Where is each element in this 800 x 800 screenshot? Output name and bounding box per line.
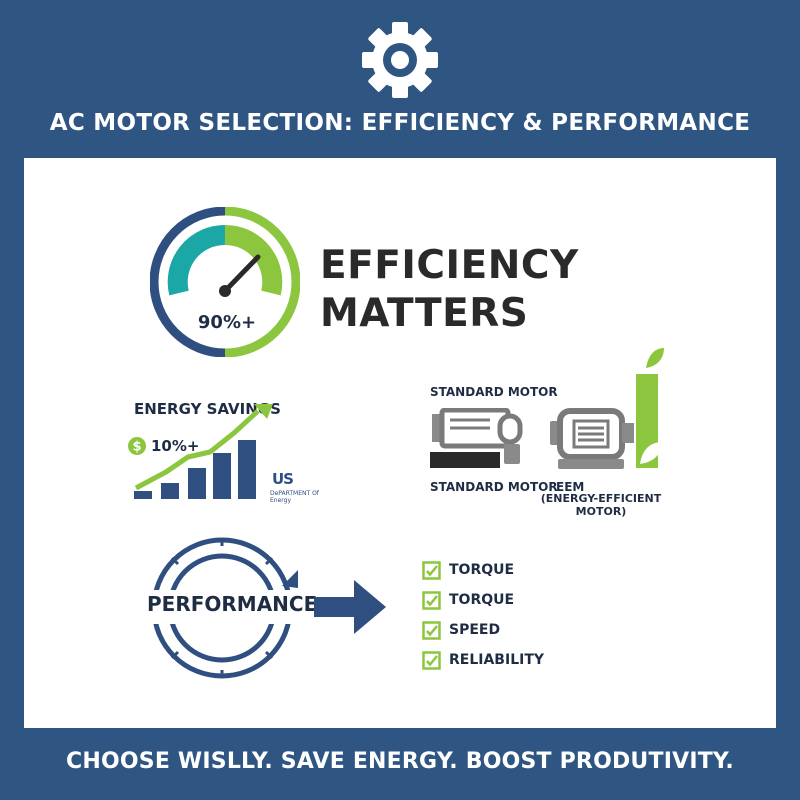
leaf-icon	[646, 348, 664, 368]
trend-line	[134, 409, 260, 491]
eem-efficiency-bar	[632, 346, 666, 470]
doe-logo-subtitle: DePARTMENT Of Energy	[270, 490, 319, 504]
check-label: TORQUE	[449, 592, 515, 608]
check-label: SPEED	[449, 622, 501, 638]
page-title: AC MOTOR SELECTION: EFFICIENCY & PERFORM…	[49, 110, 751, 136]
dollar-icon: $	[128, 437, 146, 455]
doe-logo-mark: US	[272, 470, 294, 488]
efficiency-heading-line1: EFFICIENCY	[320, 243, 579, 288]
check-label: RELIABILITY	[449, 652, 545, 668]
standard-motor-caption: STANDARD MOTOR	[430, 480, 558, 494]
check-item: SPEED	[422, 619, 500, 641]
savings-bar	[161, 483, 179, 499]
energy-savings-value: 10%+	[151, 437, 200, 455]
performance-label: PERFORMANCE	[147, 592, 318, 616]
leaf-icon	[640, 442, 662, 464]
gear-icon	[358, 18, 442, 102]
doe-logo: US	[272, 470, 294, 488]
savings-bar	[213, 453, 231, 499]
check-icon	[422, 620, 441, 640]
check-icon	[422, 560, 441, 580]
standard-motor-icon	[430, 407, 530, 470]
savings-bar	[134, 491, 152, 499]
check-icon	[422, 590, 441, 610]
efficiency-heading-line2: MATTERS	[320, 291, 529, 336]
savings-bar-chart	[130, 400, 280, 502]
savings-bar	[188, 468, 206, 499]
standard-motor-title: STANDARD MOTOR	[430, 385, 558, 399]
check-label: TORQUE	[449, 562, 515, 578]
gauge-value: 90%+	[197, 312, 257, 333]
eem-motor-icon	[548, 405, 638, 471]
footer-tagline: CHOOSE WISLLY. SAVE ENERGY. BOOST PRODUT…	[66, 749, 734, 774]
arrow-right-icon	[314, 578, 386, 636]
efficiency-heading: EFFICIENCY MATTERS	[320, 242, 579, 338]
check-item: TORQUE	[422, 559, 514, 581]
performance-cycle-icon	[138, 536, 306, 680]
svg-text:$: $	[132, 440, 141, 455]
trend-arrowhead	[254, 404, 273, 419]
check-item: RELIABILITY	[422, 649, 544, 671]
check-icon	[422, 650, 441, 670]
check-item: TORQUE	[422, 589, 514, 611]
savings-bar	[238, 440, 256, 499]
eem-caption: EEM	[556, 480, 585, 494]
energy-savings-title: ENERGY SAVINGS	[134, 400, 281, 418]
eem-subcaption: (ENERGY-EFFICIENT MOTOR)	[540, 492, 662, 518]
efficiency-gauge	[149, 206, 301, 358]
